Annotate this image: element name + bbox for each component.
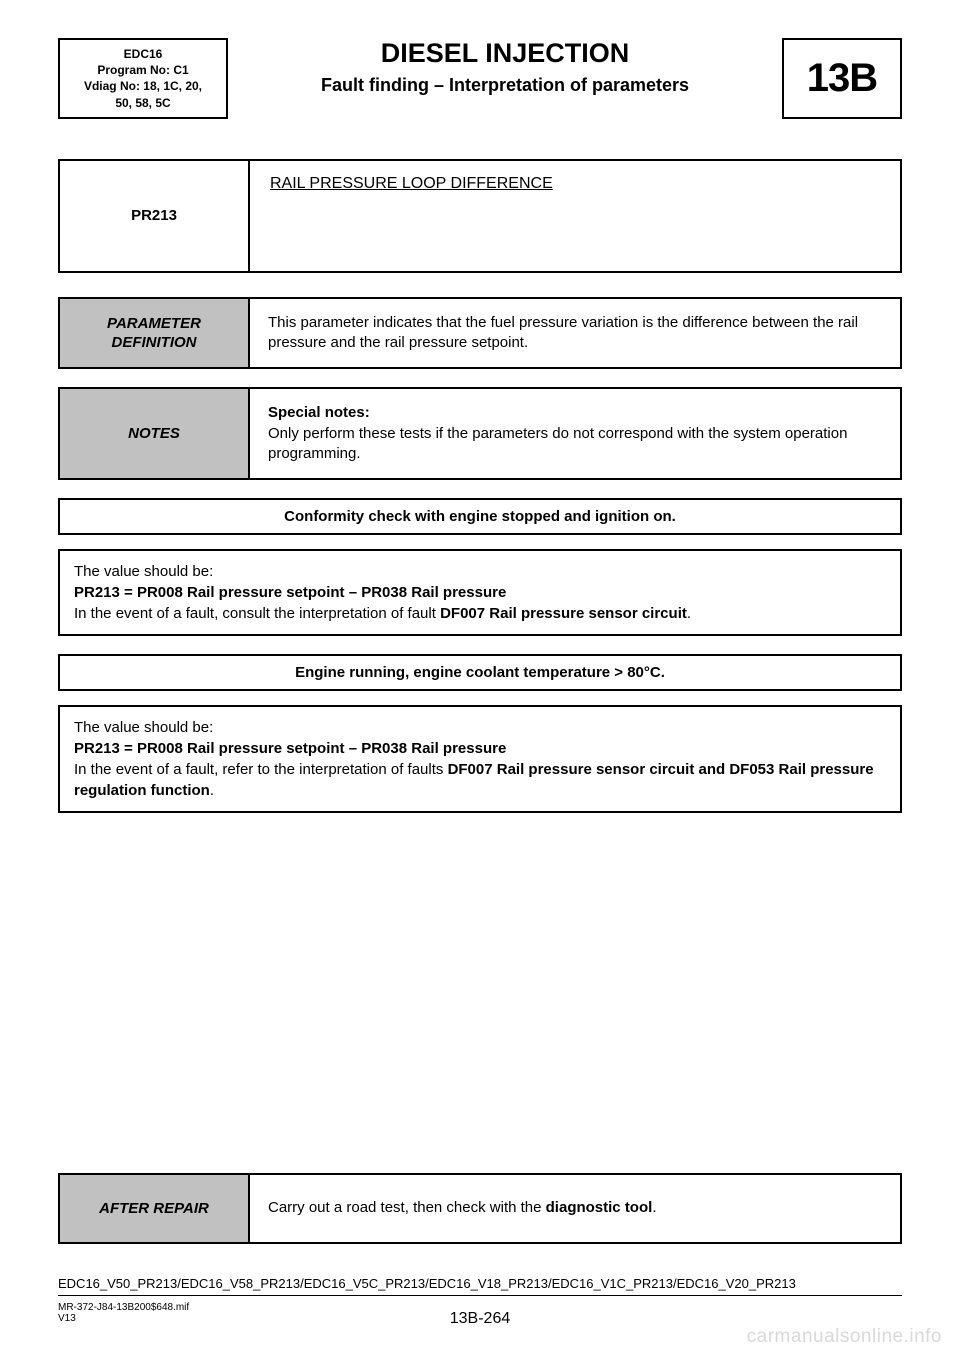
parameter-definition-label: PARAMETER DEFINITION [68, 314, 240, 353]
parameter-title: RAIL PRESSURE LOOP DIFFERENCE [270, 175, 553, 192]
block1-line1: The value should be: [74, 563, 213, 580]
page-header: EDC16 Program No: C1 Vdiag No: 18, 1C, 2… [58, 38, 902, 119]
after-repair-bold: diagnostic tool [546, 1199, 653, 1216]
footer-divider [58, 1295, 902, 1296]
header-info-line: 50, 58, 5C [64, 95, 222, 111]
parameter-definition-text: This parameter indicates that the fuel p… [268, 314, 858, 351]
footer-codes: EDC16_V50_PR213/EDC16_V58_PR213/EDC16_V5… [58, 1276, 902, 1291]
parameter-code: PR213 [131, 207, 177, 224]
page: EDC16 Program No: C1 Vdiag No: 18, 1C, 2… [0, 0, 960, 1358]
block2-line3-pre: In the event of a fault, refer to the in… [74, 761, 448, 778]
condition-banner-2-text: Engine running, engine coolant temperatu… [295, 664, 665, 681]
after-repair-text-cell: Carry out a road test, then check with t… [250, 1175, 900, 1243]
section-code: 13B [807, 56, 877, 101]
watermark: carmanualsonline.info [747, 1326, 942, 1348]
header-info-box: EDC16 Program No: C1 Vdiag No: 18, 1C, 2… [58, 38, 228, 119]
block1-line3-pre: In the event of a fault, consult the int… [74, 605, 440, 622]
header-title-block: DIESEL INJECTION Fault finding – Interpr… [228, 38, 782, 119]
after-repair-box: AFTER REPAIR Carry out a road test, then… [58, 1173, 902, 1245]
notes-text-cell: Special notes: Only perform these tests … [250, 389, 900, 478]
parameter-definition-label-cell: PARAMETER DEFINITION [60, 299, 250, 368]
header-info-line: EDC16 [64, 46, 222, 62]
footer: EDC16_V50_PR213/EDC16_V58_PR213/EDC16_V5… [58, 1276, 902, 1328]
value-block-2: The value should be: PR213 = PR008 Rail … [58, 705, 902, 813]
block1-line2: PR213 = PR008 Rail pressure setpoint – P… [74, 584, 506, 601]
header-info-line: Vdiag No: 18, 1C, 20, [64, 78, 222, 94]
condition-banner-1-text: Conformity check with engine stopped and… [284, 508, 676, 525]
after-repair-post: . [652, 1199, 656, 1216]
notes-text: Only perform these tests if the paramete… [268, 425, 847, 462]
block2-line2: PR213 = PR008 Rail pressure setpoint – P… [74, 740, 506, 757]
page-subtitle: Fault finding – Interpretation of parame… [238, 75, 772, 96]
parameter-definition-text-cell: This parameter indicates that the fuel p… [250, 299, 900, 368]
header-info-line: Program No: C1 [64, 62, 222, 78]
value-block-1: The value should be: PR213 = PR008 Rail … [58, 549, 902, 636]
section-code-box: 13B [782, 38, 902, 119]
block2-line1: The value should be: [74, 719, 213, 736]
notes-label: NOTES [128, 424, 180, 444]
block1-line3-bold: DF007 Rail pressure sensor circuit [440, 605, 687, 622]
block2-line3-post: . [210, 782, 214, 799]
parameter-header-box: PR213 RAIL PRESSURE LOOP DIFFERENCE [58, 159, 902, 273]
after-repair-label-cell: AFTER REPAIR [60, 1175, 250, 1243]
after-repair-pre: Carry out a road test, then check with t… [268, 1199, 546, 1216]
page-title: DIESEL INJECTION [238, 38, 772, 69]
after-repair-label: AFTER REPAIR [99, 1199, 209, 1219]
condition-banner-2: Engine running, engine coolant temperatu… [58, 654, 902, 691]
condition-banner-1: Conformity check with engine stopped and… [58, 498, 902, 535]
notes-box: NOTES Special notes: Only perform these … [58, 387, 902, 480]
parameter-title-cell: RAIL PRESSURE LOOP DIFFERENCE [250, 161, 900, 271]
block1-line3-post: . [687, 605, 691, 622]
after-repair-text: Carry out a road test, then check with t… [268, 1198, 656, 1218]
notes-label-cell: NOTES [60, 389, 250, 478]
parameter-code-cell: PR213 [60, 161, 250, 271]
parameter-definition-box: PARAMETER DEFINITION This parameter indi… [58, 297, 902, 370]
notes-heading: Special notes: [268, 404, 370, 421]
